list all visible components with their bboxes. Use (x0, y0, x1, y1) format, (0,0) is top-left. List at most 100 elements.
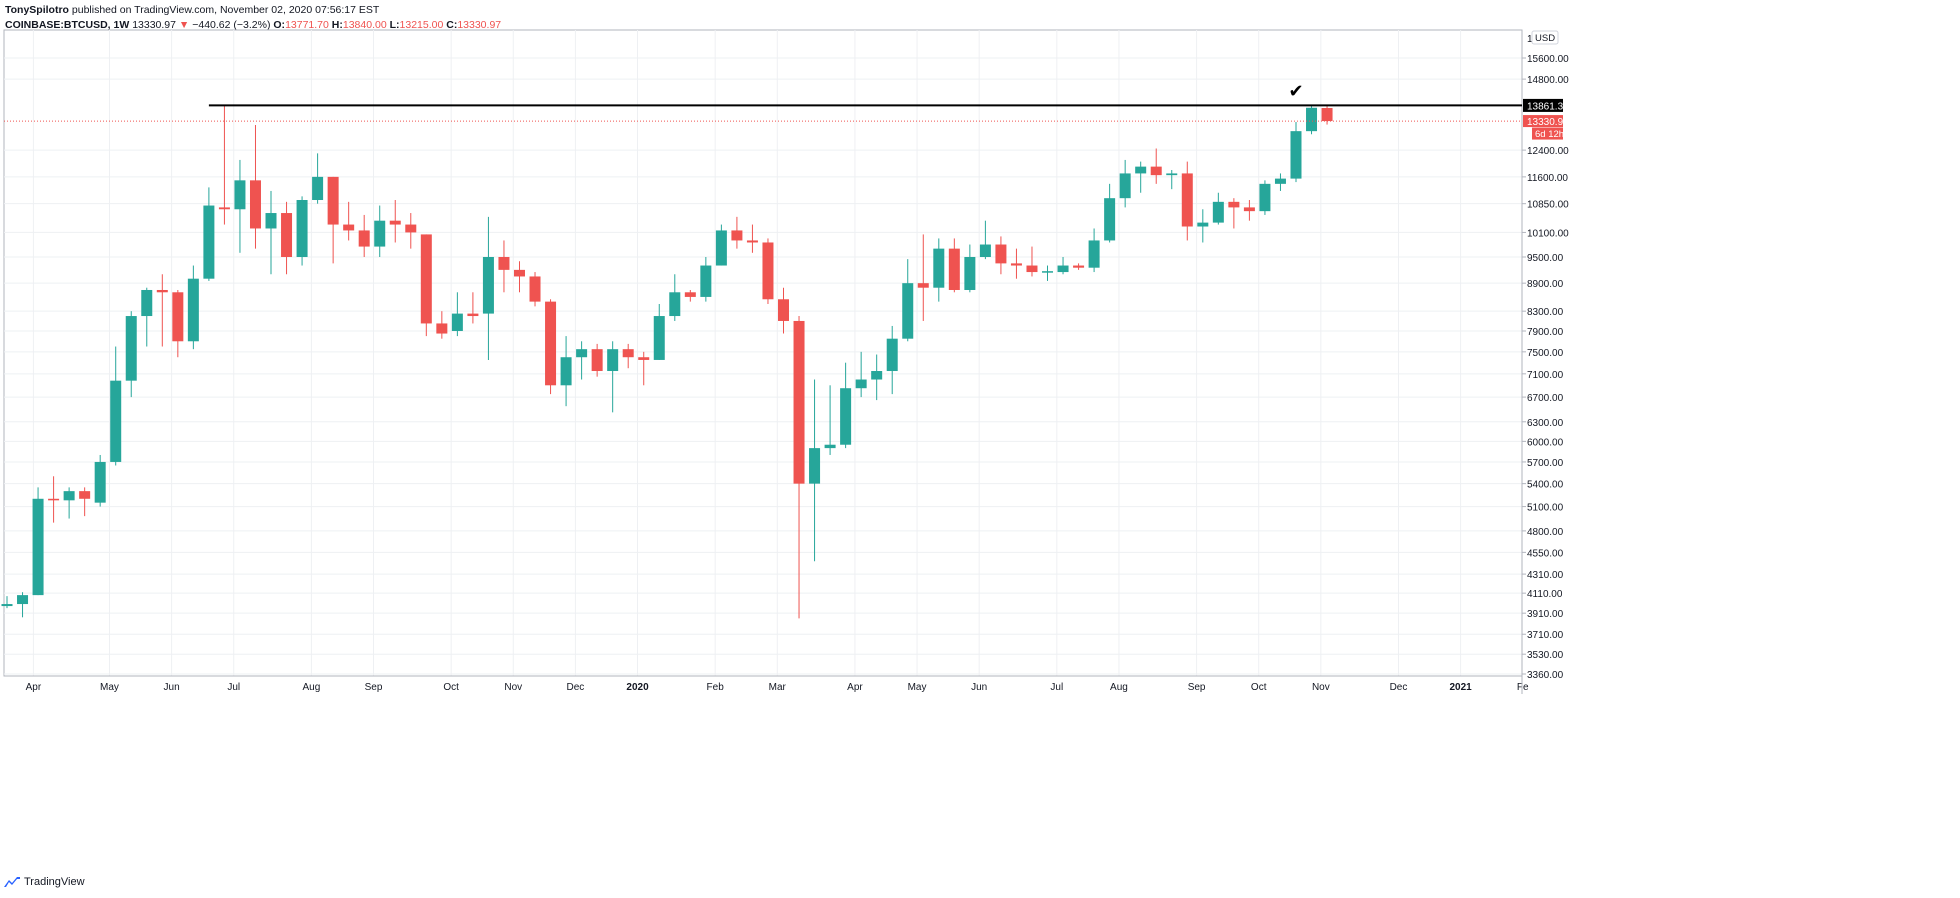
candle (1150, 148, 1162, 184)
candle (591, 343, 603, 377)
tradingview-brand[interactable]: TradingView (24, 876, 85, 888)
candle-body (1010, 263, 1022, 266)
candle (1104, 183, 1116, 243)
price-tick-label: 6000.00 (1527, 437, 1564, 448)
time-axis-label: 2021 (1449, 682, 1472, 693)
time-axis-label: Jul (227, 682, 240, 693)
candle-body (1197, 222, 1209, 227)
candle-body (203, 205, 215, 279)
close-label: C: (446, 19, 458, 31)
candle (498, 240, 510, 293)
price-tick-label: 4800.00 (1527, 527, 1564, 538)
candle (684, 289, 696, 302)
time-axis-label: May (908, 682, 927, 693)
candle (809, 379, 821, 562)
candle (855, 351, 867, 398)
candle (886, 325, 898, 395)
candle-body (187, 278, 199, 342)
candle-body (669, 292, 681, 317)
candle-body (1, 604, 13, 607)
candle (1, 596, 13, 609)
author-name[interactable]: TonySpilotro (5, 4, 69, 16)
high-value: 13840.00 (342, 19, 387, 31)
candle-body (32, 498, 44, 596)
candle (327, 176, 339, 264)
candle-body (715, 230, 727, 266)
candle (715, 224, 727, 266)
candle (141, 287, 153, 347)
candle-body (684, 292, 696, 297)
publish-info: TonySpilotro published on TradingView.co… (5, 4, 501, 17)
candle-body (281, 213, 293, 257)
candle-body (389, 220, 401, 225)
candle (560, 336, 572, 407)
candle-body (296, 200, 308, 257)
candle (79, 487, 91, 517)
candle (48, 476, 60, 523)
time-axis-label: Oct (1251, 682, 1267, 693)
ohlc-legend: COINBASE:BTCUSD, 1W 13330.97 ▼ −440.62 (… (5, 19, 501, 32)
candle-body (700, 265, 712, 297)
candle-body (1026, 265, 1038, 273)
candle (902, 259, 914, 342)
candle (995, 236, 1007, 275)
candle (653, 303, 665, 360)
time-axis-label: Oct (443, 682, 459, 693)
price-tick-label: 3530.00 (1527, 650, 1564, 661)
price-tick-label: 9500.00 (1527, 253, 1564, 264)
candle-body (1274, 178, 1286, 184)
price-tick-label: 6300.00 (1527, 418, 1564, 429)
candle-body (948, 248, 960, 290)
candle-body (48, 498, 60, 501)
open-value: 13771.70 (285, 19, 329, 31)
candle-body (653, 316, 665, 360)
candle-body (63, 491, 75, 501)
candle-body (467, 313, 479, 317)
candle-body (1119, 173, 1131, 199)
candle-body (343, 224, 355, 231)
candle-body (420, 234, 432, 324)
time-axis-label: 2020 (626, 682, 649, 693)
candle (700, 256, 712, 302)
candle-body (1135, 166, 1147, 174)
candle-body (234, 180, 246, 210)
change-down-icon: ▼ (178, 19, 190, 31)
candle (389, 200, 401, 243)
candle-body (979, 244, 991, 257)
candle (1274, 173, 1286, 191)
candle (979, 220, 991, 260)
candle (296, 196, 308, 266)
candle (669, 274, 681, 321)
price-tick-label: 5400.00 (1527, 480, 1564, 491)
chart-header: TonySpilotro published on TradingView.co… (5, 4, 501, 32)
time-axis-label: Dec (566, 682, 584, 693)
time-axis-label: Jul (1050, 682, 1063, 693)
candle-body (1259, 183, 1271, 212)
candle (933, 238, 945, 302)
candle (156, 274, 168, 347)
candle (1212, 192, 1224, 225)
candle-body (79, 491, 91, 499)
candle (529, 272, 541, 307)
price-change: −440.62 (−3.2%) (192, 19, 271, 31)
countdown-label: 6d 12h (1535, 129, 1564, 140)
candle-body (436, 323, 448, 334)
last-price-label: 13330.97 (1527, 117, 1569, 128)
candle (312, 153, 324, 204)
candle-body (405, 224, 417, 233)
price-tick-label: 5100.00 (1527, 503, 1564, 514)
candle (358, 214, 370, 257)
candle-body (871, 371, 883, 380)
symbol-label[interactable]: COINBASE:BTCUSD, 1W (5, 19, 130, 31)
time-axis-label: Apr (847, 682, 863, 693)
candle (746, 224, 758, 253)
candle-body (1212, 201, 1224, 223)
candle-body (933, 248, 945, 288)
checkmark-icon: ✔ (1288, 81, 1303, 102)
price-tick-label: 5700.00 (1527, 458, 1564, 469)
price-tick-label: 7100.00 (1527, 370, 1564, 381)
time-axis-label: Feb (707, 682, 725, 693)
candle-body (1181, 173, 1193, 227)
candle (731, 216, 743, 249)
